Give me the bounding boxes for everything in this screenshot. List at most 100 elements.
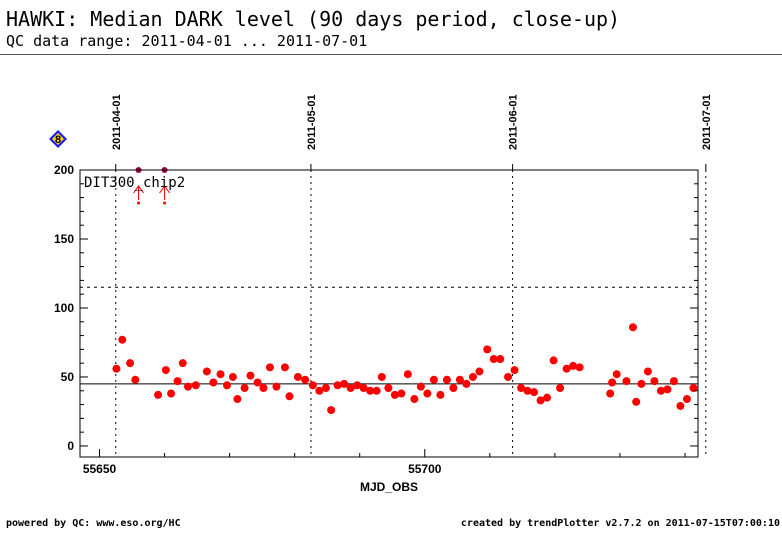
data-point bbox=[280, 363, 289, 372]
data-point bbox=[126, 359, 135, 368]
data-point bbox=[489, 355, 498, 364]
badge-inner bbox=[52, 133, 64, 145]
chart-title: HAWKI: Median DARK level (90 days period… bbox=[6, 7, 621, 31]
data-point bbox=[416, 382, 425, 391]
data-point bbox=[569, 361, 578, 370]
data-point bbox=[612, 370, 621, 379]
x-tick-label: 55650 bbox=[83, 462, 117, 476]
data-point bbox=[622, 377, 631, 386]
data-point bbox=[656, 386, 665, 395]
data-point bbox=[178, 359, 187, 368]
data-point bbox=[253, 378, 262, 387]
data-point bbox=[246, 371, 255, 380]
data-point bbox=[676, 401, 685, 410]
data-point bbox=[333, 381, 342, 390]
data-point bbox=[308, 381, 317, 390]
data-point bbox=[173, 377, 182, 386]
data-point bbox=[455, 375, 464, 384]
y-tick-label: 50 bbox=[61, 370, 75, 384]
out-of-range-arrow-base bbox=[163, 201, 167, 205]
data-point bbox=[340, 379, 349, 388]
data-point bbox=[372, 386, 381, 395]
data-point bbox=[293, 372, 302, 381]
data-points bbox=[112, 167, 698, 415]
data-point bbox=[315, 386, 324, 395]
y-tick-label: 0 bbox=[67, 439, 74, 453]
data-point bbox=[191, 381, 200, 390]
x-axis-label: MJD_OBS bbox=[360, 480, 418, 494]
data-point bbox=[259, 384, 268, 393]
badge-label: 8 bbox=[55, 134, 61, 146]
data-point bbox=[209, 378, 218, 387]
y-tick-label: 200 bbox=[54, 163, 74, 177]
data-point bbox=[549, 356, 558, 365]
data-point bbox=[346, 384, 355, 393]
data-point bbox=[112, 364, 121, 373]
data-point bbox=[682, 395, 691, 404]
data-point bbox=[632, 397, 641, 406]
data-point bbox=[468, 372, 477, 381]
data-point bbox=[321, 384, 330, 393]
data-point bbox=[327, 406, 336, 415]
data-point bbox=[429, 375, 438, 384]
data-point bbox=[353, 381, 362, 390]
data-point bbox=[637, 379, 646, 388]
data-point bbox=[689, 384, 698, 393]
data-point bbox=[442, 375, 451, 384]
data-point bbox=[575, 363, 584, 372]
data-point bbox=[483, 345, 492, 354]
date-tick-label: 2011-04-01 bbox=[111, 94, 123, 150]
date-tick-label: 2011-06-01 bbox=[508, 94, 520, 150]
date-tick-label: 2011-07-01 bbox=[701, 94, 713, 150]
data-point bbox=[475, 367, 484, 376]
plot-frame bbox=[79, 169, 699, 458]
data-point bbox=[608, 378, 617, 387]
data-point bbox=[359, 384, 368, 393]
data-point bbox=[397, 389, 406, 398]
reference-lines bbox=[80, 286, 698, 385]
data-point bbox=[462, 379, 471, 388]
data-point bbox=[233, 395, 242, 404]
grid-layer bbox=[115, 170, 707, 457]
data-point bbox=[628, 323, 637, 332]
badge-icon[interactable]: 8 bbox=[49, 130, 67, 148]
data-point bbox=[403, 370, 412, 379]
data-point bbox=[384, 384, 393, 393]
data-point bbox=[562, 364, 571, 373]
data-point bbox=[301, 375, 310, 384]
data-point bbox=[510, 366, 519, 375]
data-point bbox=[536, 396, 545, 405]
out-of-range-arrow-head bbox=[133, 185, 144, 194]
data-point bbox=[543, 393, 552, 402]
data-point bbox=[131, 375, 140, 384]
out-of-range-arrow-head bbox=[159, 185, 170, 194]
data-point bbox=[643, 367, 652, 376]
footer-powered-by: powered by QC: www.eso.org/HC bbox=[6, 518, 181, 529]
date-tick-label: 2011-05-01 bbox=[306, 94, 318, 150]
data-point bbox=[423, 389, 432, 398]
data-point bbox=[517, 384, 526, 393]
data-point bbox=[669, 377, 678, 386]
data-point bbox=[556, 384, 565, 393]
data-point bbox=[449, 384, 458, 393]
data-point bbox=[240, 384, 249, 393]
data-point bbox=[167, 389, 176, 398]
data-point bbox=[154, 390, 163, 399]
y-tick-label: 150 bbox=[54, 232, 74, 246]
data-point bbox=[377, 372, 386, 381]
data-point bbox=[504, 372, 513, 381]
data-point bbox=[216, 370, 225, 379]
data-point bbox=[183, 382, 192, 391]
data-point bbox=[410, 395, 419, 404]
header-divider bbox=[0, 54, 782, 55]
data-point bbox=[523, 386, 532, 395]
y-tick-label: 100 bbox=[54, 301, 74, 315]
data-point bbox=[161, 366, 170, 375]
data-point bbox=[265, 363, 274, 372]
data-point bbox=[118, 335, 127, 344]
data-point bbox=[530, 388, 539, 397]
footer-created-by: created by trendPlotter v2.7.2 on 2011-0… bbox=[460, 518, 780, 529]
data-point bbox=[366, 386, 375, 395]
axis-layer: 2011-04-01 2011-05-01 2011-06-01 2011-07-01… bbox=[54, 94, 713, 476]
